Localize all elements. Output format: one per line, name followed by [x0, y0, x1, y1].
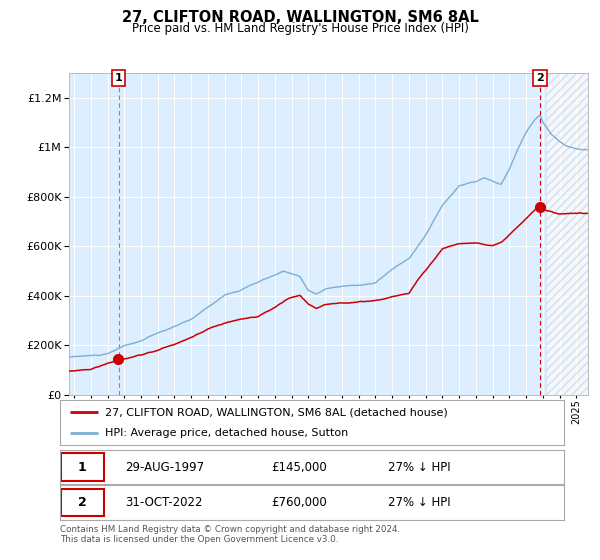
Text: Contains HM Land Registry data © Crown copyright and database right 2024.
This d: Contains HM Land Registry data © Crown c… [60, 525, 400, 544]
Bar [546, 73, 600, 395]
Text: 31-OCT-2022: 31-OCT-2022 [125, 496, 203, 509]
Text: 27% ↓ HPI: 27% ↓ HPI [388, 460, 450, 474]
FancyBboxPatch shape [61, 454, 104, 480]
Text: Price paid vs. HM Land Registry's House Price Index (HPI): Price paid vs. HM Land Registry's House … [131, 22, 469, 35]
FancyBboxPatch shape [61, 489, 104, 516]
Text: 27% ↓ HPI: 27% ↓ HPI [388, 496, 450, 509]
Text: 27, CLIFTON ROAD, WALLINGTON, SM6 8AL (detached house): 27, CLIFTON ROAD, WALLINGTON, SM6 8AL (d… [106, 408, 448, 418]
Text: 2: 2 [78, 496, 86, 509]
Text: 1: 1 [115, 73, 122, 83]
Text: £145,000: £145,000 [272, 460, 328, 474]
Text: 27, CLIFTON ROAD, WALLINGTON, SM6 8AL: 27, CLIFTON ROAD, WALLINGTON, SM6 8AL [122, 10, 478, 25]
Text: HPI: Average price, detached house, Sutton: HPI: Average price, detached house, Sutt… [106, 428, 349, 438]
Text: 1: 1 [78, 460, 86, 474]
Text: £760,000: £760,000 [272, 496, 328, 509]
Text: 29-AUG-1997: 29-AUG-1997 [125, 460, 205, 474]
Text: 2: 2 [536, 73, 544, 83]
